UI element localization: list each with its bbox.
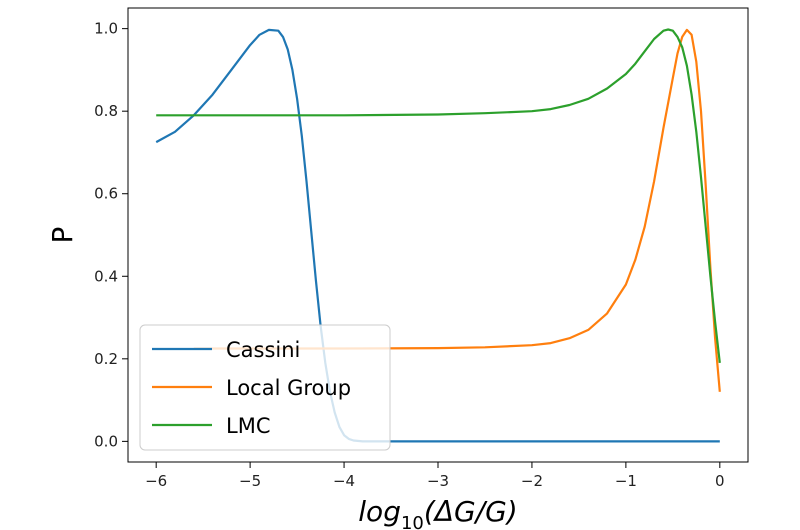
x-axis-label-subscript: 10 (401, 513, 424, 530)
x-axis-label-base: log (358, 495, 401, 528)
x-tick-label: −6 (145, 472, 167, 490)
series-line-lmc (156, 28, 721, 364)
x-tick-label: −2 (521, 472, 543, 490)
x-tick-label: −5 (239, 472, 261, 490)
x-axis-label-rest: (ΔG/G) (424, 495, 518, 528)
legend-label: Local Group (226, 376, 351, 400)
x-tick-label: −4 (333, 472, 355, 490)
y-tick-label: 0.2 (94, 350, 118, 368)
y-tick-label: 0.8 (94, 102, 118, 120)
x-tick-label: −1 (615, 472, 637, 490)
legend-label: Cassini (226, 338, 300, 362)
y-tick-label: 1.0 (94, 20, 118, 38)
y-tick-label: 0.6 (94, 185, 118, 203)
ticks-layer: −6 −5 −4 −3 −2 −1 0 0.0 0.2 0.4 0.6 0.8 1.0 (94, 20, 724, 490)
legend-label: LMC (226, 414, 270, 438)
legend: Cassini Local Group LMC (139, 324, 391, 451)
series-line-local-group (193, 28, 721, 392)
x-tick-label: 0 (715, 472, 725, 490)
x-axis-label: log10(ΔG/G) (358, 495, 517, 530)
y-axis-label: P (46, 227, 79, 244)
x-tick-label: −3 (427, 472, 449, 490)
legend-box (139, 324, 391, 451)
y-tick-label: 0.4 (94, 267, 118, 285)
y-tick-label: 0.0 (94, 432, 118, 450)
